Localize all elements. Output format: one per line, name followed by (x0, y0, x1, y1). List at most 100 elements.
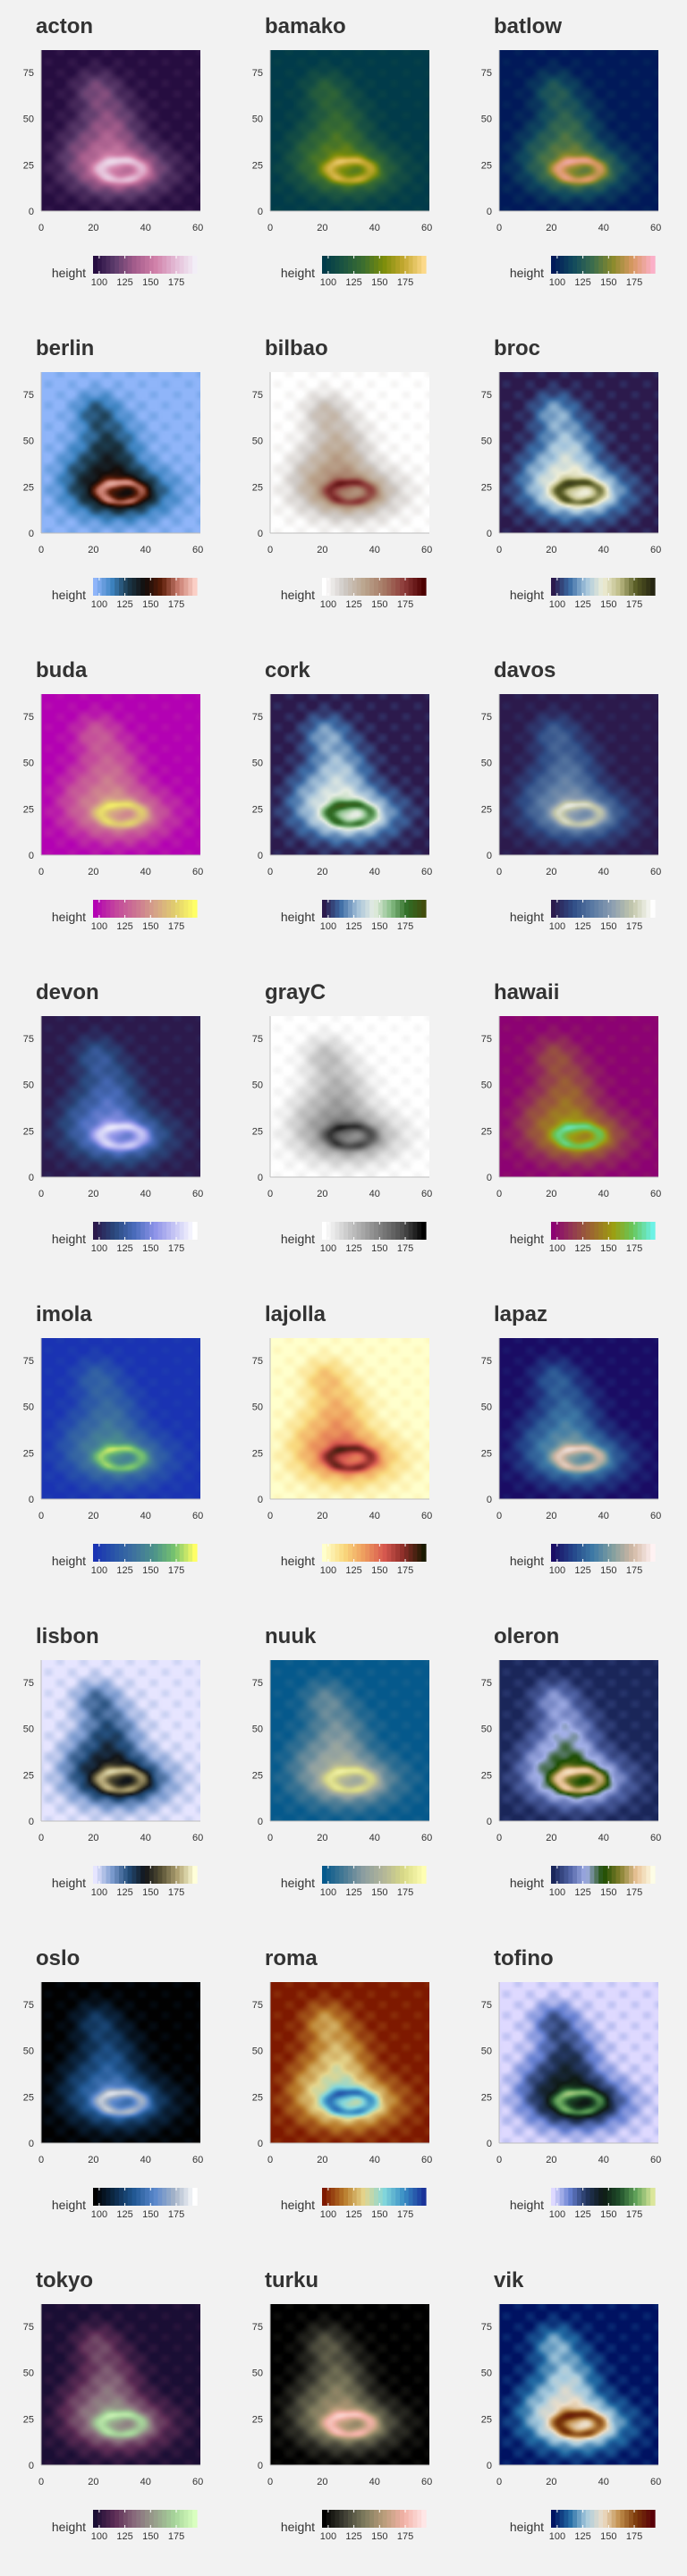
legend-swatch (606, 1222, 613, 1240)
legend-swatch (374, 2188, 379, 2206)
legend-swatch (148, 900, 155, 918)
legend-swatch (339, 900, 344, 918)
legend-swatch (615, 256, 621, 274)
legend-swatch (386, 2510, 392, 2528)
legend-swatch (145, 1222, 150, 1240)
x-tick-label: 60 (650, 2477, 661, 2487)
legend-title: height (510, 2198, 544, 2212)
x-tick-label: 60 (650, 2155, 661, 2165)
legend-swatch (127, 900, 133, 918)
legend-swatch (620, 256, 625, 274)
y-tick-label: 0 (487, 1173, 492, 1183)
legend-swatch (183, 1866, 189, 1884)
legend-tick-label: 175 (168, 1243, 184, 1254)
legend-swatch (110, 1544, 115, 1562)
legend-swatch (183, 2510, 189, 2528)
legend-swatch (551, 1544, 556, 1562)
legend-tick-label: 100 (320, 599, 336, 610)
legend-swatch (119, 578, 124, 596)
legend-swatch (174, 256, 181, 274)
legend-swatch (330, 1222, 336, 1240)
legend-title: height (281, 2520, 315, 2534)
legend-swatch (106, 1866, 111, 1884)
x-tick-label: 60 (650, 1833, 661, 1843)
legend-swatch (403, 2510, 410, 2528)
legend-tick-label: 175 (168, 2531, 184, 2542)
legend-swatch (606, 2510, 613, 2528)
chart-title: bilbao (265, 336, 328, 360)
legend-swatch (400, 578, 405, 596)
y-tick-label: 0 (487, 207, 492, 217)
y-tick-label: 75 (23, 1034, 34, 1045)
legend-swatch (551, 1866, 556, 1884)
y-tick-label: 75 (252, 68, 263, 79)
legend-swatch (101, 1222, 107, 1240)
legend-swatch (408, 1544, 414, 1562)
legend-tick-label: 150 (371, 1887, 387, 1898)
legend-swatch (632, 900, 639, 918)
legend-swatch (192, 900, 198, 918)
legend-swatch (374, 900, 379, 918)
legend-swatch (632, 1544, 639, 1562)
legend-swatch (589, 1544, 595, 1562)
x-tick-label: 20 (317, 867, 327, 877)
chart-title: devon (36, 980, 99, 1004)
legend-swatch (577, 1222, 582, 1240)
legend-tick-label: 150 (371, 1243, 387, 1254)
legend-swatch (127, 2188, 133, 2206)
chart-panel-tokyo: tokyo 0 20 40 60 0 25 50 75 height 100 125 150 175 (0, 2254, 229, 2576)
legend-swatch (123, 2510, 129, 2528)
legend-swatch (356, 1544, 362, 1562)
legend-swatch (93, 1544, 98, 1562)
legend-tick-label: 150 (142, 921, 158, 932)
legend-tick-label: 100 (91, 921, 107, 932)
legend-swatch (110, 900, 115, 918)
legend-swatch (589, 2510, 595, 2528)
y-tick-label: 0 (487, 851, 492, 861)
legend-tick-label: 175 (397, 1887, 413, 1898)
legend-title: height (281, 1876, 315, 1890)
legend-tick-label: 175 (168, 2209, 184, 2220)
legend-swatch (110, 578, 115, 596)
legend-swatch (192, 256, 198, 274)
heatmap-raster (41, 1982, 200, 2143)
legend-swatch (136, 578, 141, 596)
legend-swatch (360, 900, 366, 918)
legend-swatch (377, 1544, 384, 1562)
legend-swatch (344, 2510, 349, 2528)
x-tick-label: 40 (140, 545, 151, 555)
legend-title: height (52, 2198, 86, 2212)
y-tick-label: 25 (481, 1448, 492, 1459)
chart-panel-turku: turku 0 20 40 60 0 25 50 75 height 100 125 150 175 (229, 2254, 458, 2576)
legend-swatch (555, 256, 561, 274)
chart-panel-devon: devon 0 20 40 60 0 25 50 75 height 100 125 150 175 (0, 966, 229, 1288)
legend-swatch (391, 2188, 396, 2206)
legend-tick-label: 100 (320, 921, 336, 932)
legend-swatch (589, 578, 595, 596)
legend-swatch (395, 1222, 401, 1240)
legend-swatch (145, 1544, 150, 1562)
x-tick-label: 20 (546, 223, 556, 233)
legend-tick-label: 150 (600, 599, 616, 610)
legend-tick-label: 175 (626, 2209, 642, 2220)
heatmap-plot: 0 20 40 60 0 25 50 75 height 100 125 150 175 (252, 1982, 432, 2220)
legend-swatch (183, 256, 189, 274)
legend-title: height (510, 2520, 544, 2534)
legend-swatch (179, 900, 185, 918)
legend-swatch (106, 1222, 111, 1240)
legend-swatch (179, 256, 185, 274)
legend-swatch (629, 2510, 634, 2528)
y-tick-label: 0 (29, 2139, 34, 2149)
legend-swatch (637, 2510, 643, 2528)
x-tick-label: 40 (140, 1189, 151, 1199)
legend-swatch (382, 578, 388, 596)
legend-swatch (174, 900, 181, 918)
x-tick-label: 40 (369, 545, 380, 555)
legend-swatch (335, 1544, 340, 1562)
x-tick-label: 20 (88, 1511, 98, 1521)
heatmap-raster (270, 1660, 429, 1821)
legend-title: height (52, 1876, 86, 1890)
legend-title: height (52, 2520, 86, 2534)
x-tick-label: 40 (369, 2155, 380, 2165)
legend-swatch (348, 1222, 353, 1240)
